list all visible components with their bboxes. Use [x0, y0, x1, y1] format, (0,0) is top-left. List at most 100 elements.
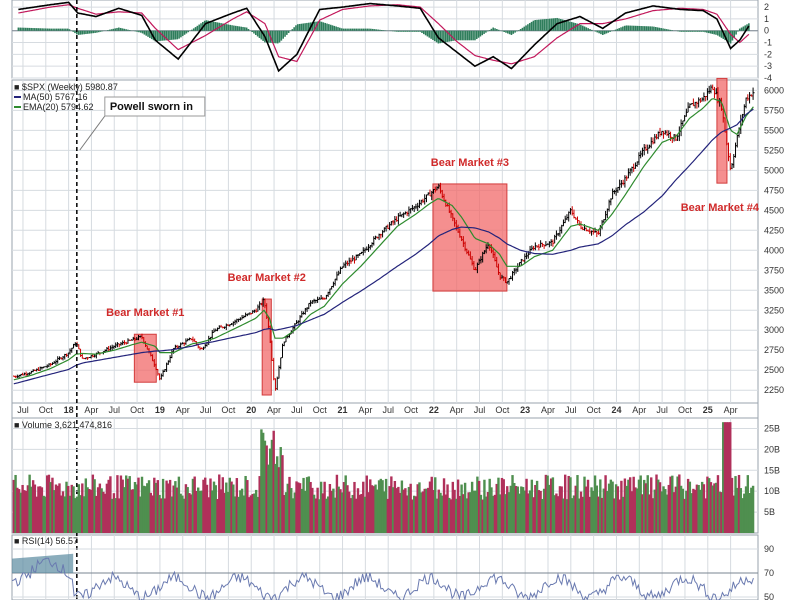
- macd-histogram-bar: [21, 28, 23, 31]
- macd-histogram-bar: [253, 31, 255, 34]
- macd-histogram-bar: [646, 26, 648, 31]
- macd-histogram-bar: [743, 26, 745, 30]
- macd-histogram-bar: [416, 31, 418, 32]
- macd-histogram-bar: [633, 26, 635, 31]
- price-y-tick-label: 4500: [764, 205, 784, 215]
- macd-histogram-bar: [489, 30, 491, 31]
- macd-histogram-bar: [297, 24, 299, 31]
- macd-histogram-bar: [481, 31, 483, 35]
- macd-histogram-bar: [30, 28, 32, 31]
- macd-histogram-bar: [719, 31, 721, 37]
- macd-histogram-bar: [321, 22, 323, 31]
- x-tick-label: Apr: [84, 405, 98, 415]
- price-y-tick-label: 3250: [764, 305, 784, 315]
- macd-histogram-bar: [193, 28, 195, 30]
- x-tick-label: 25: [703, 405, 713, 415]
- macd-histogram-bar: [366, 29, 368, 31]
- macd-histogram-bar: [679, 31, 681, 32]
- macd-histogram-bar: [589, 29, 591, 31]
- macd-histogram-bar: [425, 31, 427, 36]
- x-tick-label: Jul: [17, 405, 29, 415]
- macd-histogram-bar: [292, 29, 294, 31]
- macd-histogram-bar: [617, 29, 619, 31]
- macd-histogram-bar: [717, 31, 719, 36]
- x-tick-label: 21: [338, 405, 348, 415]
- macd-histogram-bar: [512, 31, 514, 34]
- bear-market-label: Bear Market #1: [106, 307, 184, 319]
- x-tick-label: Jul: [109, 405, 121, 415]
- macd-histogram-bar: [699, 31, 701, 32]
- macd-histogram-bar: [460, 31, 462, 41]
- macd-histogram-bar: [197, 26, 199, 31]
- macd-histogram-bar: [461, 31, 463, 41]
- x-tick-label: 18: [64, 405, 74, 415]
- macd-histogram-bar: [642, 26, 644, 31]
- macd-histogram-bar: [29, 28, 31, 31]
- x-tick-label: Apr: [176, 405, 190, 415]
- macd-histogram-bar: [92, 31, 94, 33]
- macd-histogram-bar: [63, 29, 65, 31]
- macd-histogram-bar: [58, 29, 60, 31]
- macd-histogram-bar: [584, 26, 586, 30]
- macd-histogram-bar: [704, 31, 706, 32]
- macd-histogram-bar: [653, 27, 655, 31]
- macd-histogram-bar: [452, 31, 454, 41]
- macd-y-tick-label: -1: [764, 38, 772, 48]
- macd-histogram-bar: [167, 31, 169, 40]
- legend-volume: ■ Volume 3,621,474,816: [14, 420, 112, 430]
- macd-histogram-bar: [299, 24, 301, 31]
- macd-histogram-bar: [735, 31, 737, 35]
- macd-histogram-bar: [514, 31, 516, 33]
- macd-histogram-bar: [580, 25, 582, 31]
- macd-histogram-bar: [344, 29, 346, 31]
- macd-histogram-bar: [713, 31, 715, 35]
- macd-histogram-bar: [591, 30, 593, 31]
- macd-histogram-bar: [32, 28, 34, 31]
- macd-histogram-bar: [326, 24, 328, 31]
- macd-histogram-bar: [540, 19, 542, 30]
- macd-histogram-bar: [187, 31, 189, 32]
- macd-histogram-bar: [405, 31, 407, 32]
- macd-histogram-bar: [259, 31, 261, 38]
- macd-histogram-bar: [45, 28, 47, 30]
- macd-histogram-bar: [361, 29, 363, 31]
- macd-histogram-bar: [41, 28, 43, 30]
- x-tick-label: 23: [520, 405, 530, 415]
- macd-histogram-bar: [545, 19, 547, 31]
- macd-histogram-bar: [602, 31, 604, 35]
- macd-histogram-bar: [403, 31, 405, 32]
- macd-histogram-bar: [648, 26, 650, 30]
- macd-histogram-bar: [248, 29, 250, 31]
- macd-histogram-bar: [279, 31, 281, 43]
- macd-histogram-bar: [476, 31, 478, 39]
- macd-histogram-bar: [339, 28, 341, 31]
- macd-histogram-bar: [134, 31, 136, 32]
- price-y-tick-label: 3750: [764, 265, 784, 275]
- macd-histogram-bar: [286, 31, 288, 35]
- macd-histogram-bar: [432, 31, 434, 40]
- macd-histogram-bar: [657, 27, 659, 30]
- macd-histogram-bar: [323, 22, 325, 30]
- macd-histogram-bar: [116, 28, 118, 31]
- macd-histogram-bar: [651, 26, 653, 30]
- macd-histogram-bar: [352, 29, 354, 31]
- panel-price: [12, 80, 758, 403]
- x-tick-label: Oct: [313, 405, 328, 415]
- macd-histogram-bar: [606, 31, 608, 34]
- macd-histogram-bar: [710, 31, 712, 34]
- price-y-tick-label: 3000: [764, 325, 784, 335]
- macd-histogram-bar: [741, 28, 743, 31]
- macd-histogram-bar: [282, 31, 284, 39]
- macd-histogram-bar: [332, 25, 334, 30]
- macd-histogram-bar: [129, 30, 131, 31]
- macd-histogram-bar: [198, 25, 200, 31]
- macd-histogram-bar: [91, 31, 93, 34]
- macd-histogram-bar: [359, 29, 361, 31]
- macd-histogram-bar: [560, 19, 562, 31]
- macd-histogram-bar: [288, 31, 290, 33]
- macd-histogram-bar: [191, 30, 193, 31]
- macd-histogram-bar: [324, 23, 326, 31]
- macd-histogram-bar: [494, 28, 496, 30]
- macd-histogram-bar: [18, 28, 20, 31]
